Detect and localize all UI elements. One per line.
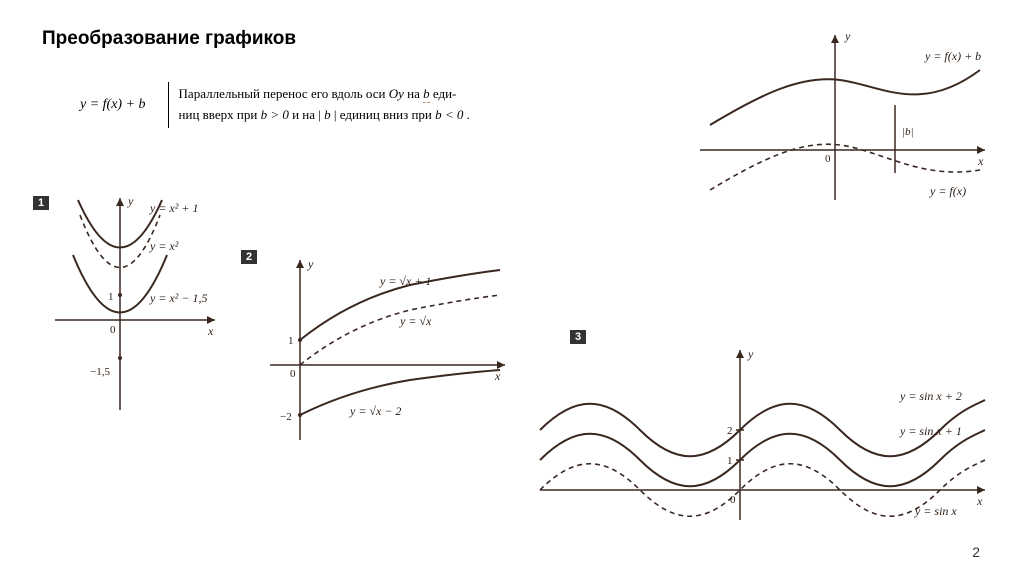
svg-text:y = sin x + 2: y = sin x + 2 xyxy=(899,389,962,403)
concept-chart: |b| y x y = f(x) + b y = f(x) 0 xyxy=(680,20,1000,215)
svg-text:y = x² − 1,5: y = x² − 1,5 xyxy=(149,291,207,305)
transformation-rule: y = f(x) + b Параллельный перенос его вд… xyxy=(80,82,470,128)
formula-lhs: y = f(x) + b xyxy=(80,97,158,113)
svg-text:y: y xyxy=(747,347,754,361)
svg-text:1: 1 xyxy=(108,291,114,303)
svg-text:x: x xyxy=(976,494,983,508)
rule-divider xyxy=(168,82,169,128)
svg-text:x: x xyxy=(977,154,984,168)
svg-text:−2: −2 xyxy=(280,411,292,423)
svg-text:y = √x: y = √x xyxy=(399,314,432,328)
page-number: 2 xyxy=(972,544,980,560)
svg-text:y: y xyxy=(127,194,134,208)
svg-text:y: y xyxy=(307,257,314,271)
svg-text:2: 2 xyxy=(727,425,733,437)
svg-text:−1,5: −1,5 xyxy=(90,366,110,378)
svg-text:y: y xyxy=(844,29,851,43)
panel-3-chart: 2 1 0 y x y = sin x + 2 y = sin x + 1 y … xyxy=(530,340,1000,545)
svg-text:y = x² + 1: y = x² + 1 xyxy=(149,201,198,215)
page-title: Преобразование графиков xyxy=(42,28,296,50)
svg-text:y = √x + 1: y = √x + 1 xyxy=(379,274,431,288)
svg-text:0: 0 xyxy=(825,153,831,165)
svg-text:y = f(x): y = f(x) xyxy=(929,184,966,198)
svg-text:0: 0 xyxy=(290,368,296,380)
svg-text:0: 0 xyxy=(110,324,116,336)
svg-text:y = sin x: y = sin x xyxy=(914,504,957,518)
panel-1-chart: 1 0 −1,5 y x y = x² + 1 y = x² y = x² − … xyxy=(40,190,235,425)
svg-text:x: x xyxy=(494,369,501,383)
svg-text:x: x xyxy=(207,324,214,338)
svg-text:1: 1 xyxy=(288,335,294,347)
svg-text:1: 1 xyxy=(727,455,733,467)
svg-text:y = x²: y = x² xyxy=(149,239,179,253)
svg-text:0: 0 xyxy=(730,494,736,506)
panel-2-chart: 1 0 −2 y x y = √x + 1 y = √x y = √x − 2 xyxy=(260,250,520,455)
svg-text:y = sin x + 1: y = sin x + 1 xyxy=(899,424,962,438)
svg-text:y = f(x) + b: y = f(x) + b xyxy=(924,49,981,63)
formula-rhs: Параллельный перенос его вдоль оси Oy на… xyxy=(179,84,470,126)
b-label: |b| xyxy=(902,126,914,138)
svg-text:y = √x − 2: y = √x − 2 xyxy=(349,404,401,418)
panel-2-badge: 2 xyxy=(241,250,257,264)
